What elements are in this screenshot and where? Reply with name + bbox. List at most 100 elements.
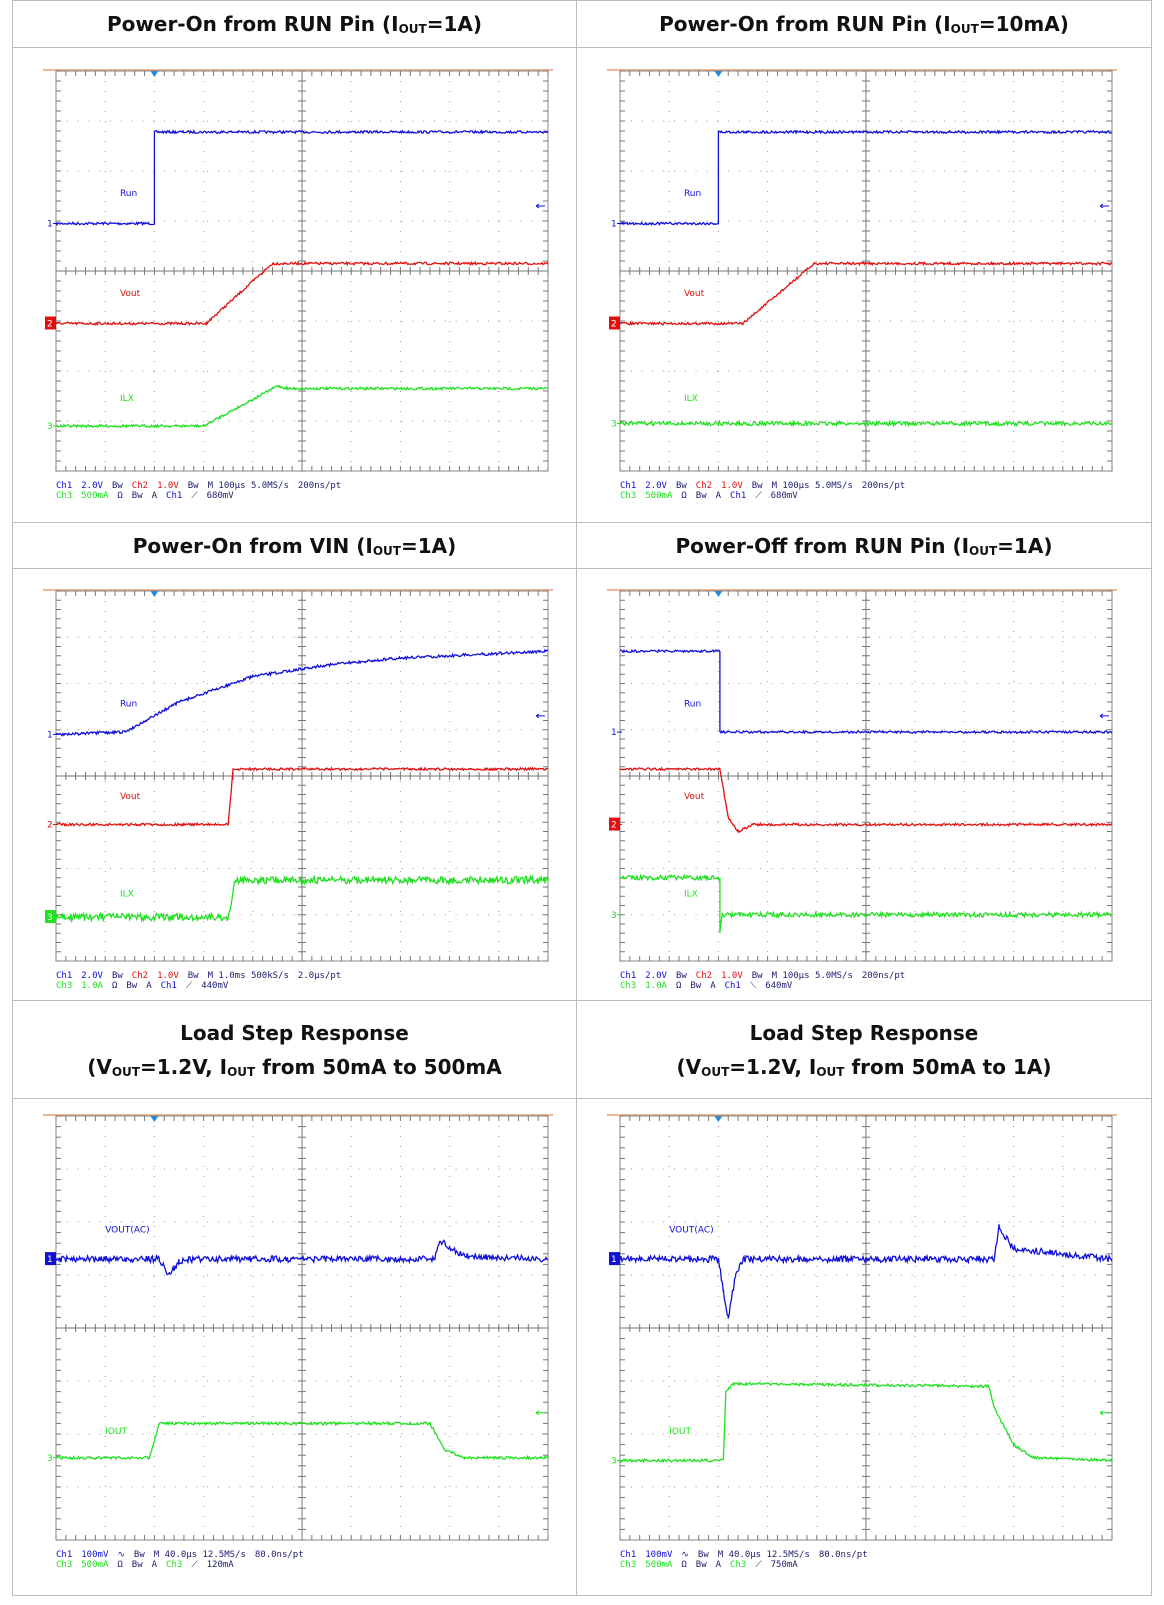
readout-text: Bw (112, 971, 123, 981)
title-line: Load Step Response (180, 1021, 409, 1045)
readout-text: 680mV (771, 491, 798, 501)
trace-label: Vout (684, 289, 705, 299)
oscilloscope: RunVoutILX123 (577, 48, 1141, 523)
readout-text: Bw (134, 1550, 145, 1560)
trace-label: ILX (120, 889, 134, 899)
readout-text: 100mV (645, 1550, 672, 1560)
readout-text: 1.0V (721, 971, 743, 981)
trigger-position (714, 71, 722, 77)
title-text: OUT (701, 1065, 729, 1079)
readout-text: Ch1 (166, 491, 182, 501)
readout-text: ∿ (681, 1550, 689, 1560)
title-text: =1A) (401, 534, 456, 558)
trace-label: Vout (120, 792, 141, 802)
trace-label: VOUT(AC) (105, 1226, 149, 1236)
readout-text: A (146, 981, 151, 991)
oscilloscope: RunVoutILX123 (13, 48, 577, 523)
readout-text: 2.0V (81, 971, 103, 981)
readout-text: Bw (698, 1550, 709, 1560)
scope-cell: VOUT(AC)IOUT13Ch1100mV∿BwM 40.0µs 12.5MS… (576, 1098, 1152, 1596)
readout-text: Ch1 (161, 981, 177, 991)
readout-text: 80.0ns/pt (819, 1550, 868, 1560)
readout-text: 80.0ns/pt (255, 1550, 304, 1560)
title-text: OUT (816, 1065, 844, 1079)
readout-text: Ch1 (620, 481, 636, 491)
title-line: Power-On from RUN Pin (IOUT=1A) (107, 12, 482, 36)
channel-marker: 3 (47, 1454, 53, 1464)
readout-text: 2.0V (81, 481, 103, 491)
readout-text: Ω (681, 491, 686, 501)
channel-marker: 2 (47, 821, 53, 831)
trace-label: ILX (120, 394, 134, 404)
readout-text: Ch2 (132, 971, 148, 981)
readout-text: Ch3 (56, 981, 72, 991)
title-text: from 50mA to 1A) (845, 1055, 1052, 1079)
title-line: (VOUT=1.2V, IOUT from 50mA to 500mA (87, 1055, 502, 1079)
trigger-level-arrow (536, 204, 545, 208)
panel-title: Power-On from RUN Pin (IOUT=1A) (12, 0, 577, 48)
scope-readout: Ch1100mV∿BwM 40.0µs 12.5MS/s80.0ns/ptCh3… (620, 1550, 877, 1570)
channel-marker: 1 (47, 1255, 53, 1265)
readout-text: Ω (117, 1560, 122, 1570)
trace-label: ILX (684, 889, 698, 899)
readout-text: Ch3 (620, 981, 636, 991)
readout-text: Bw (112, 481, 123, 491)
readout-text: 2.0µs/pt (298, 971, 341, 981)
readout-text: ⟋ (755, 491, 761, 501)
readout-text: 2.0V (645, 971, 667, 981)
readout-text: 640mV (765, 981, 792, 991)
readout-text: Bw (752, 481, 763, 491)
readout-text: M 100µs 5.0MS/s (772, 481, 853, 491)
readout-text: Ch3 (56, 491, 72, 501)
readout-line: Ch31.0AΩBwACh1⟋440mV (56, 981, 350, 991)
readout-text: Bw (752, 971, 763, 981)
readout-text: Ch3 (730, 1560, 746, 1570)
readout-text: Ch1 (56, 481, 72, 491)
channel-marker: 1 (611, 1255, 617, 1265)
trace-label: Vout (684, 792, 705, 802)
trace-label: VOUT(AC) (669, 1226, 713, 1236)
readout-text: Ch3 (166, 1560, 182, 1570)
readout-line: Ch1100mV∿BwM 40.0µs 12.5MS/s80.0ns/pt (620, 1550, 877, 1560)
readout-text: 1.0V (157, 481, 179, 491)
channel-marker: 2 (47, 320, 53, 330)
readout-text: 500mA (81, 1560, 108, 1570)
channel-marker: 3 (611, 911, 617, 921)
title-text: (V (87, 1055, 112, 1079)
title-text: Power-Off from RUN Pin (I (676, 534, 970, 558)
readout-text: 1.0A (81, 981, 103, 991)
trigger-position (714, 1116, 722, 1122)
title-text: Load Step Response (750, 1021, 979, 1045)
readout-text: 500mA (645, 491, 672, 501)
title-text: OUT (112, 1065, 140, 1079)
oscilloscope: RunVoutILX123 (13, 569, 577, 1001)
readout-text: ⟋ (186, 981, 192, 991)
trace-label: Vout (120, 289, 141, 299)
title-line: Load Step Response (750, 1021, 979, 1045)
trace-label: IOUT (669, 1427, 691, 1437)
readout-text: 1.0V (721, 481, 743, 491)
title-text: =1A) (997, 534, 1052, 558)
readout-line: Ch3500mAΩBwACh3⟋120mA (56, 1560, 313, 1570)
readout-text: M 100µs 5.0MS/s (208, 481, 289, 491)
channel-marker: 1 (47, 220, 53, 230)
trigger-level-arrow (1100, 204, 1109, 208)
trace-label: IOUT (105, 1427, 127, 1437)
readout-line: Ch3500mAΩBwACh3⟋750mA (620, 1560, 877, 1570)
readout-text: Bw (696, 1560, 707, 1570)
trigger-position (714, 591, 722, 597)
oscilloscope: VOUT(AC)IOUT13 (577, 1099, 1141, 1596)
channel-marker: 3 (611, 420, 617, 430)
readout-text: 200ns/pt (298, 481, 341, 491)
readout-text: Bw (696, 491, 707, 501)
readout-text: Ω (681, 1560, 686, 1570)
channel-marker: 1 (47, 730, 53, 740)
readout-text: 500mA (645, 1560, 672, 1570)
title-text: OUT (969, 544, 997, 558)
readout-text: 500mA (81, 491, 108, 501)
readout-text: Ω (676, 981, 681, 991)
scope-readout: Ch12.0VBwCh21.0VBwM 100µs 5.0MS/s200ns/p… (620, 971, 914, 991)
